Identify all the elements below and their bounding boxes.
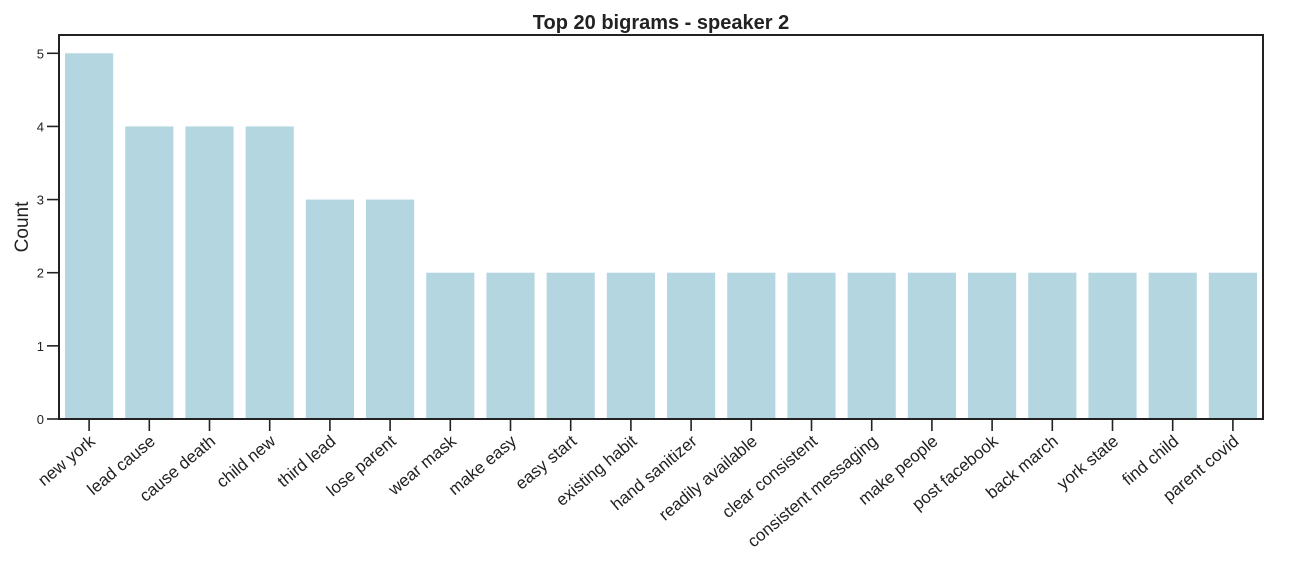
y-axis: 0 1 2 3 4 5 (37, 46, 59, 427)
y-tick-label: 1 (37, 339, 44, 354)
y-tick-label: 2 (37, 266, 44, 281)
bar (546, 272, 595, 419)
x-tick-label: make easy (445, 431, 521, 499)
bar (185, 126, 234, 419)
bars-group (65, 53, 1257, 420)
bar (787, 272, 836, 419)
y-tick-label: 0 (37, 412, 44, 427)
bar (486, 272, 535, 419)
bar (1208, 272, 1257, 419)
bar (606, 272, 655, 419)
bar (426, 272, 475, 419)
bar (667, 272, 716, 419)
bar (125, 126, 174, 419)
bar (245, 126, 294, 419)
bar (1088, 272, 1137, 419)
bar (1148, 272, 1197, 419)
y-tick-label: 4 (37, 119, 44, 134)
bar (366, 199, 415, 419)
bar (847, 272, 896, 419)
x-tick-label: york state (1053, 432, 1122, 494)
bar (305, 199, 354, 419)
chart-title: Top 20 bigrams - speaker 2 (533, 12, 789, 34)
bar (968, 272, 1017, 419)
bar (907, 272, 956, 419)
plot-frame (58, 34, 1264, 420)
y-tick-label: 3 (37, 193, 44, 208)
y-tick-label: 5 (37, 46, 44, 61)
x-tick-label: child new (213, 431, 280, 492)
bar (65, 53, 114, 420)
y-axis-label: Count (12, 201, 33, 252)
bar (727, 272, 776, 419)
bar (1028, 272, 1077, 419)
